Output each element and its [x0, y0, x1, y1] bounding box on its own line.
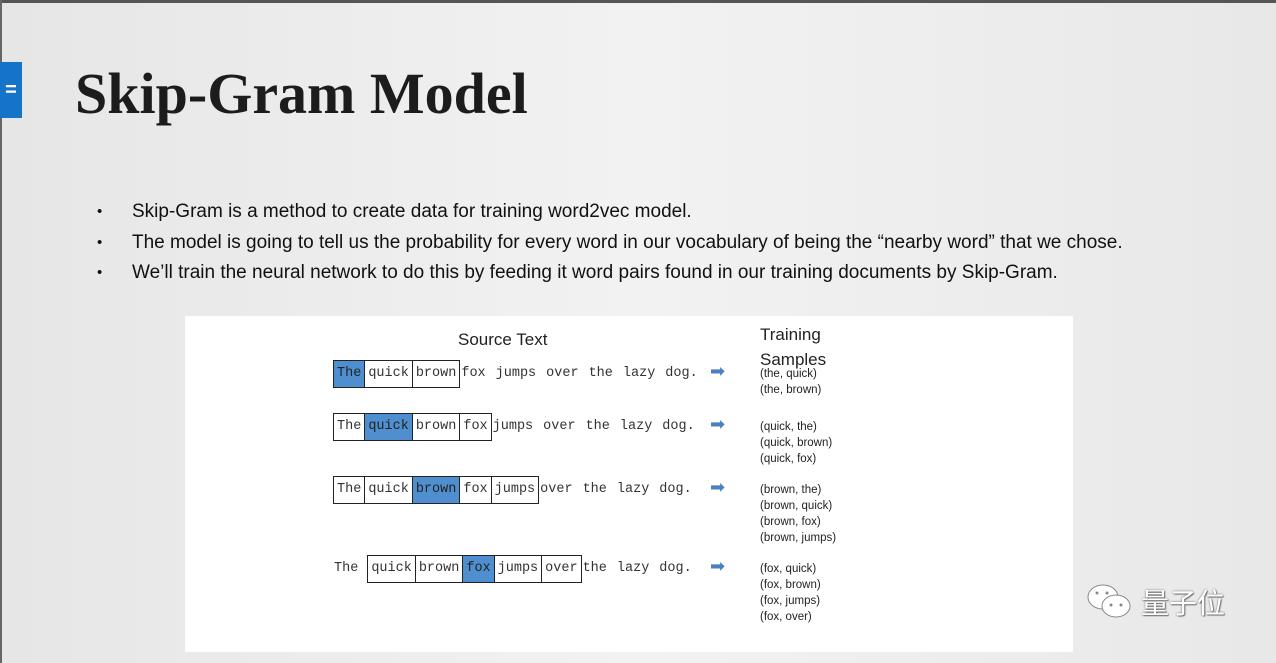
sample-pair: (the, quick): [760, 368, 817, 380]
word: jumps: [491, 476, 540, 504]
word: over: [542, 555, 582, 583]
word: lazy: [616, 482, 650, 497]
word: the: [582, 561, 607, 576]
word: dog.: [662, 419, 695, 434]
word: lazy: [622, 366, 656, 381]
bullet-list: Skip-Gram is a method to create data for…: [97, 199, 1207, 291]
word: brown: [412, 360, 461, 388]
arrow-icon: ➡: [710, 477, 726, 498]
word: fox: [461, 366, 486, 381]
arrow-icon: ➡: [710, 556, 726, 577]
arrow-icon: ➡: [710, 361, 726, 382]
training-header-line: Training: [760, 325, 821, 344]
center-word: The: [333, 360, 366, 388]
word: lazy: [616, 561, 650, 576]
sample-pair: (fox, jumps): [760, 595, 821, 607]
word: fox: [460, 413, 492, 441]
word: over: [546, 366, 579, 381]
word: quick: [365, 476, 413, 504]
word: The: [333, 476, 366, 504]
word: jumps: [492, 419, 534, 434]
word: brown: [415, 555, 464, 583]
skip-gram-figure: Source Text Training Samples The quick bro…: [185, 316, 1073, 652]
word: dog.: [665, 366, 698, 381]
word: jumps: [495, 366, 537, 381]
menu-tab[interactable]: =: [0, 62, 22, 118]
watermark: 量子位: [1085, 582, 1225, 622]
word: The: [334, 561, 359, 576]
top-border: [0, 0, 1276, 3]
center-word: brown: [412, 476, 461, 504]
arrow-icon: ➡: [710, 414, 726, 435]
source-text-row: The quick brown fox jumps over the lazy dog.: [333, 360, 707, 388]
source-text-row: The quick brown fox jumps over the lazy dog.: [333, 413, 704, 441]
sample-pair: (brown, jumps): [760, 532, 837, 544]
sample-pair: (brown, fox): [760, 516, 821, 528]
word: The: [333, 413, 366, 441]
word: the: [582, 482, 607, 497]
word: lazy: [619, 419, 653, 434]
watermark-text: 量子位: [1141, 587, 1226, 620]
source-text-header: Source Text: [458, 330, 548, 349]
training-samples: (the, quick) (the, brown): [760, 366, 821, 398]
word: quick: [367, 555, 416, 583]
training-header-line: Samples: [760, 350, 827, 369]
sample-pair: (brown, quick): [760, 500, 833, 512]
bullet-item: We’ll train the neural network to do thi…: [97, 260, 1207, 286]
training-samples: (brown, the) (brown, quick) (brown, fox) (b…: [760, 482, 836, 546]
sample-pair: (fox, quick): [760, 563, 817, 575]
center-word: fox: [463, 555, 495, 583]
slide-title: Skip-Gram Model: [75, 61, 528, 126]
word: brown: [412, 413, 461, 441]
left-border: [0, 0, 2, 663]
training-samples: (quick, the) (quick, brown) (quick, fox): [760, 419, 832, 467]
word: fox: [460, 476, 492, 504]
source-text-row: The quick brown fox jumps over the lazy dog.: [333, 555, 701, 583]
word: over: [543, 419, 576, 434]
bullet-item: The model is going to tell us the probab…: [97, 230, 1207, 256]
sample-pair: (quick, brown): [760, 437, 833, 449]
sample-pair: (the, brown): [760, 384, 822, 396]
bullet-item: Skip-Gram is a method to create data for…: [97, 199, 1207, 225]
word: jumps: [494, 555, 543, 583]
sample-pair: (fox, brown): [760, 579, 821, 591]
word: quick: [365, 360, 413, 388]
sample-pair: (quick, the): [760, 421, 817, 433]
word: over: [540, 482, 573, 497]
sample-pair: (brown, the): [760, 484, 822, 496]
training-samples: (fox, quick) (fox, brown) (fox, jumps) (fox…: [760, 561, 821, 625]
center-word: quick: [365, 413, 413, 441]
word: dog.: [659, 482, 692, 497]
sample-pair: (quick, fox): [760, 453, 817, 465]
wechat-icon: [1087, 584, 1131, 618]
sample-pair: (fox, over): [760, 611, 812, 623]
word: the: [585, 419, 610, 434]
word: the: [588, 366, 613, 381]
source-text-row: The quick brown fox jumps over the lazy dog.: [333, 476, 701, 504]
training-samples-header: Training Samples: [760, 322, 826, 372]
word: dog.: [659, 561, 692, 576]
